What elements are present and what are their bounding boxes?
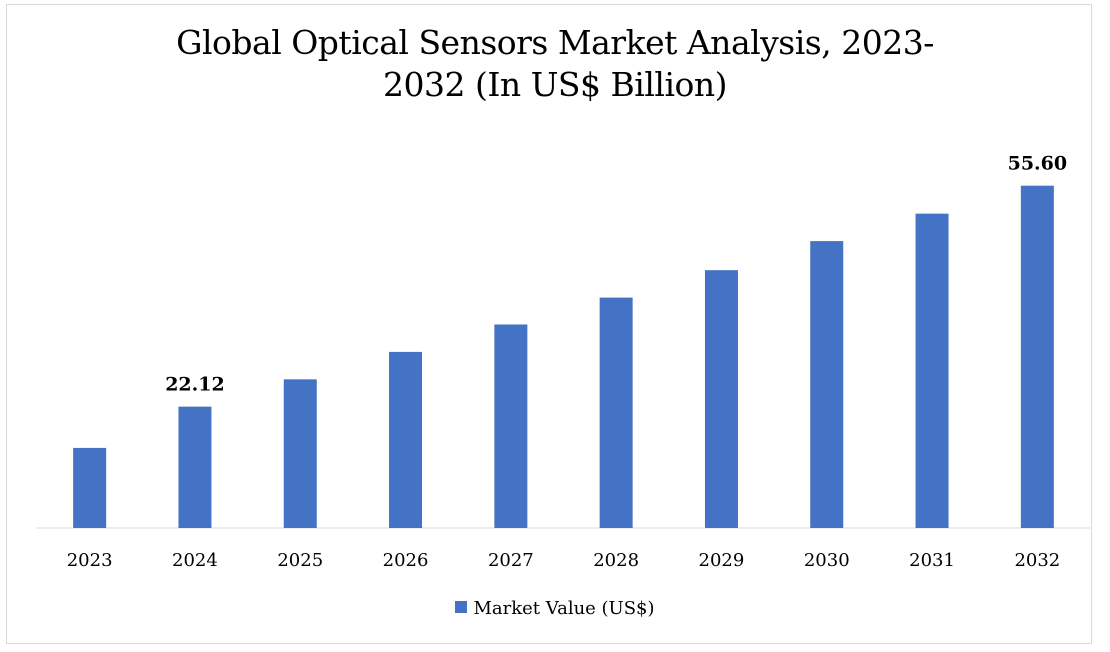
x-tick-label-2025: 2025 <box>277 550 323 571</box>
x-tick-label-2030: 2030 <box>804 550 850 571</box>
bar-2031 <box>915 213 949 528</box>
x-tick-label-2032: 2032 <box>1014 550 1060 571</box>
chart-title-line-2: 2032 (In US$ Billion) <box>383 65 728 104</box>
bar-2023 <box>73 447 107 528</box>
data-label-2032: 55.60 <box>1008 153 1068 175</box>
legend-label: Market Value (US$) <box>473 598 655 619</box>
x-tick-label-2027: 2027 <box>488 550 534 571</box>
bar-2028 <box>599 297 633 528</box>
bar-2026 <box>389 351 423 528</box>
data-label-2024: 22.12 <box>165 374 225 396</box>
bar-2024 <box>178 406 212 528</box>
chart-title: Global Optical Sensors Market Analysis, … <box>0 22 1110 106</box>
chart-frame <box>6 4 1092 644</box>
x-tick-labels: 2023 2024 2025 2026 2027 2028 2029 2030 2031 2032 <box>67 550 1061 571</box>
bar-2025 <box>283 379 317 528</box>
x-tick-label-2026: 2026 <box>383 550 429 571</box>
bar-2030 <box>810 241 844 528</box>
x-tick-label-2028: 2028 <box>593 550 639 571</box>
x-tick-label-2023: 2023 <box>67 550 113 571</box>
bar-2032 <box>1020 185 1054 529</box>
data-labels: 22.12 55.60 <box>165 153 1067 396</box>
bar-2027 <box>494 324 528 528</box>
x-tick-label-2024: 2024 <box>172 550 218 571</box>
x-tick-label-2029: 2029 <box>699 550 745 571</box>
legend: Market Value (US$) <box>0 598 1110 619</box>
x-tick-label-2031: 2031 <box>909 550 955 571</box>
chart-title-line-1: Global Optical Sensors Market Analysis, … <box>176 23 934 62</box>
bars-group <box>73 185 1054 529</box>
bar-2029 <box>704 270 738 528</box>
legend-swatch <box>455 601 468 613</box>
